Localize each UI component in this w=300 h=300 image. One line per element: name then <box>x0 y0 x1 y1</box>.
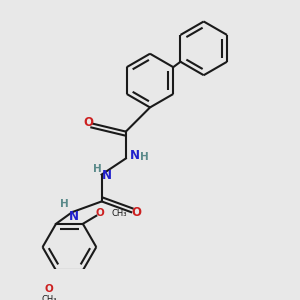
Text: O: O <box>83 116 93 129</box>
Text: O: O <box>45 284 54 294</box>
Text: N: N <box>102 169 112 182</box>
Text: CH₃: CH₃ <box>41 296 57 300</box>
Text: O: O <box>96 208 105 218</box>
Text: H: H <box>60 199 68 209</box>
Text: N: N <box>68 210 79 223</box>
Text: N: N <box>130 149 140 162</box>
Text: O: O <box>132 206 142 219</box>
Text: H: H <box>93 164 102 174</box>
Text: H: H <box>140 152 149 162</box>
Text: CH₃: CH₃ <box>111 208 127 217</box>
